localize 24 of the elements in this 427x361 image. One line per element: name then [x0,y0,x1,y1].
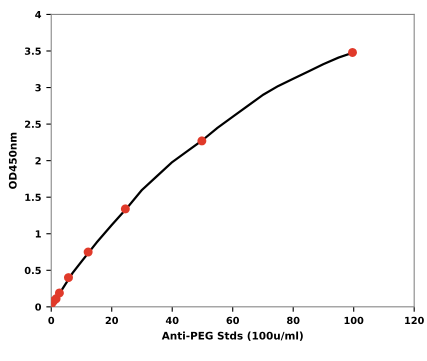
y-tick-label: 3.5 [24,47,41,55]
point [197,136,206,146]
y-tick-label: 2.5 [25,120,41,128]
x-tick-label: 20 [106,316,118,324]
point [54,288,64,298]
x-tick-label: 60 [226,316,240,324]
x-tick-label: 0 [48,316,54,324]
y-tick-label: 0.5 [24,266,41,274]
y-tick-label: 3 [35,84,41,92]
y-tick-label: 4 [35,11,42,18]
y-axis-title: OD450nm [8,132,17,189]
point [348,48,357,57]
y-tick-label: 1 [36,230,41,238]
x-tick-label: 80 [287,316,300,324]
point [64,273,73,282]
point [120,204,130,214]
x-axis-title: Anti-PEG Stds (100u/ml) [162,332,303,341]
point [84,248,93,257]
x-tick-label: 40 [166,316,179,324]
x-tick-label: 100 [344,316,364,324]
y-tick-label: 2 [36,157,41,164]
y-tick-label: 0 [35,303,42,311]
x-tick-label: 120 [405,316,424,324]
y-tick-label: 1.5 [25,194,41,202]
